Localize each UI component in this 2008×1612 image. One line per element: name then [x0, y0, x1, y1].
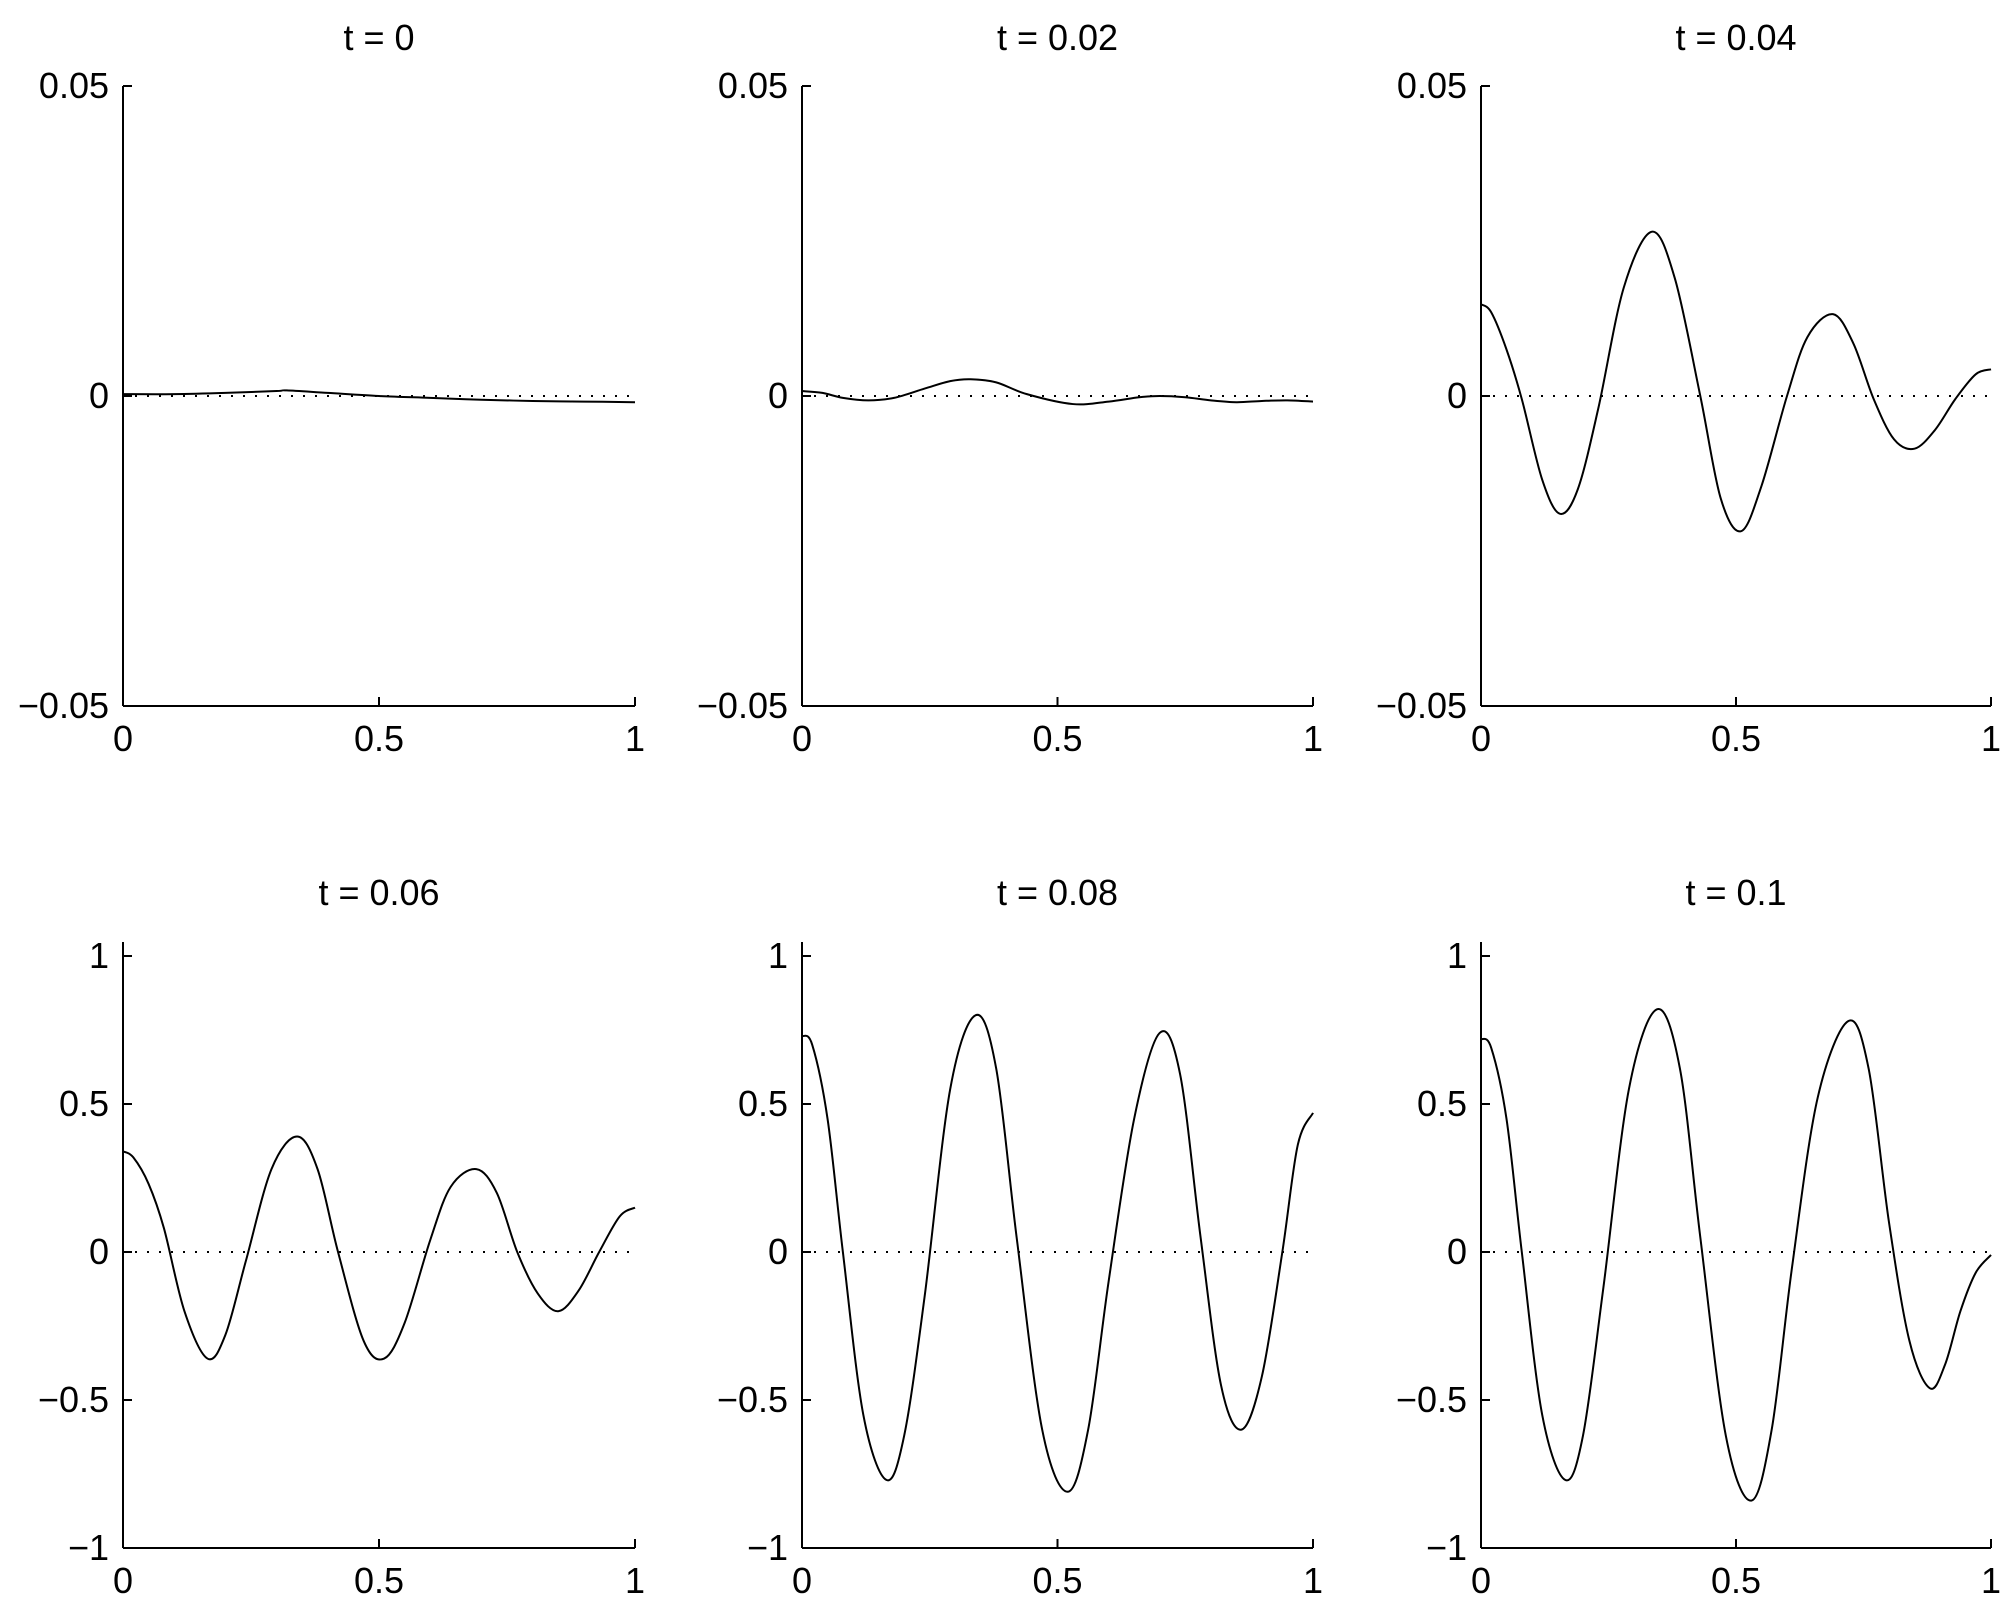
y-tick-label: 0.05	[718, 65, 788, 106]
subplot-title: t = 0	[343, 17, 414, 58]
subplot-title: t = 0.06	[318, 872, 439, 913]
x-tick-label: 1	[1981, 1560, 2001, 1601]
subplot-title: t = 0.02	[997, 17, 1118, 58]
x-tick-label: 0	[113, 1560, 133, 1601]
y-tick-label: −1	[747, 1527, 788, 1568]
y-tick-label: −0.5	[717, 1379, 788, 1420]
y-tick-label: −0.05	[1376, 685, 1467, 726]
subplot-title: t = 0.1	[1685, 872, 1786, 913]
x-tick-label: 1	[1303, 1560, 1323, 1601]
x-tick-label: 0	[1471, 718, 1491, 759]
y-tick-label: 0	[1447, 375, 1467, 416]
subplot-title: t = 0.08	[997, 872, 1118, 913]
x-tick-label: 0	[1471, 1560, 1491, 1601]
series-line	[122, 1135, 636, 1361]
y-tick-label: −0.05	[18, 685, 109, 726]
y-tick-label: 0.5	[59, 1083, 109, 1124]
y-tick-label: −1	[1426, 1527, 1467, 1568]
y-tick-label: 1	[768, 935, 788, 976]
subplot-6: t = 0.1 −1 −0.5 0 0.5 1 0 0.5 1	[1396, 872, 2001, 1601]
y-tick-label: 1	[89, 935, 109, 976]
x-tick-label: 0.5	[1711, 1560, 1761, 1601]
x-tick-label: 0.5	[1032, 1560, 1082, 1601]
subplot-4: t = 0.06 −1 −0.5 0 0.5 1 0 0.5 1	[38, 872, 645, 1601]
y-tick-label: −0.5	[38, 1379, 109, 1420]
series-line	[1480, 1008, 1992, 1502]
y-tick-label: 1	[1447, 935, 1467, 976]
y-tick-label: 0.05	[1397, 65, 1467, 106]
y-tick-label: 0.5	[1417, 1083, 1467, 1124]
y-tick-label: 0	[1447, 1231, 1467, 1272]
series-line	[801, 378, 1314, 406]
series-line	[801, 1013, 1314, 1493]
y-tick-label: −0.05	[697, 685, 788, 726]
series-line	[1480, 230, 1992, 533]
x-tick-label: 0	[792, 1560, 812, 1601]
x-tick-label: 0	[792, 718, 812, 759]
x-tick-label: 1	[625, 1560, 645, 1601]
y-tick-label: 0	[768, 1231, 788, 1272]
y-tick-label: −0.5	[1396, 1379, 1467, 1420]
y-tick-label: −1	[68, 1527, 109, 1568]
x-tick-label: 0	[113, 718, 133, 759]
x-tick-label: 1	[625, 718, 645, 759]
subplot-5: t = 0.08 −1 −0.5 0 0.5 1 0 0.5 1	[717, 872, 1323, 1601]
y-tick-label: 0	[89, 375, 109, 416]
y-tick-label: 0	[89, 1231, 109, 1272]
x-tick-label: 1	[1303, 718, 1323, 759]
x-tick-label: 0.5	[1032, 718, 1082, 759]
series-line	[122, 389, 636, 404]
y-tick-label: 0.5	[738, 1083, 788, 1124]
x-tick-label: 0.5	[354, 718, 404, 759]
y-tick-label: 0.05	[39, 65, 109, 106]
x-tick-label: 0.5	[1711, 718, 1761, 759]
x-tick-label: 0.5	[354, 1560, 404, 1601]
x-tick-label: 1	[1981, 718, 2001, 759]
y-tick-label: 0	[768, 375, 788, 416]
subplot-title: t = 0.04	[1675, 17, 1796, 58]
